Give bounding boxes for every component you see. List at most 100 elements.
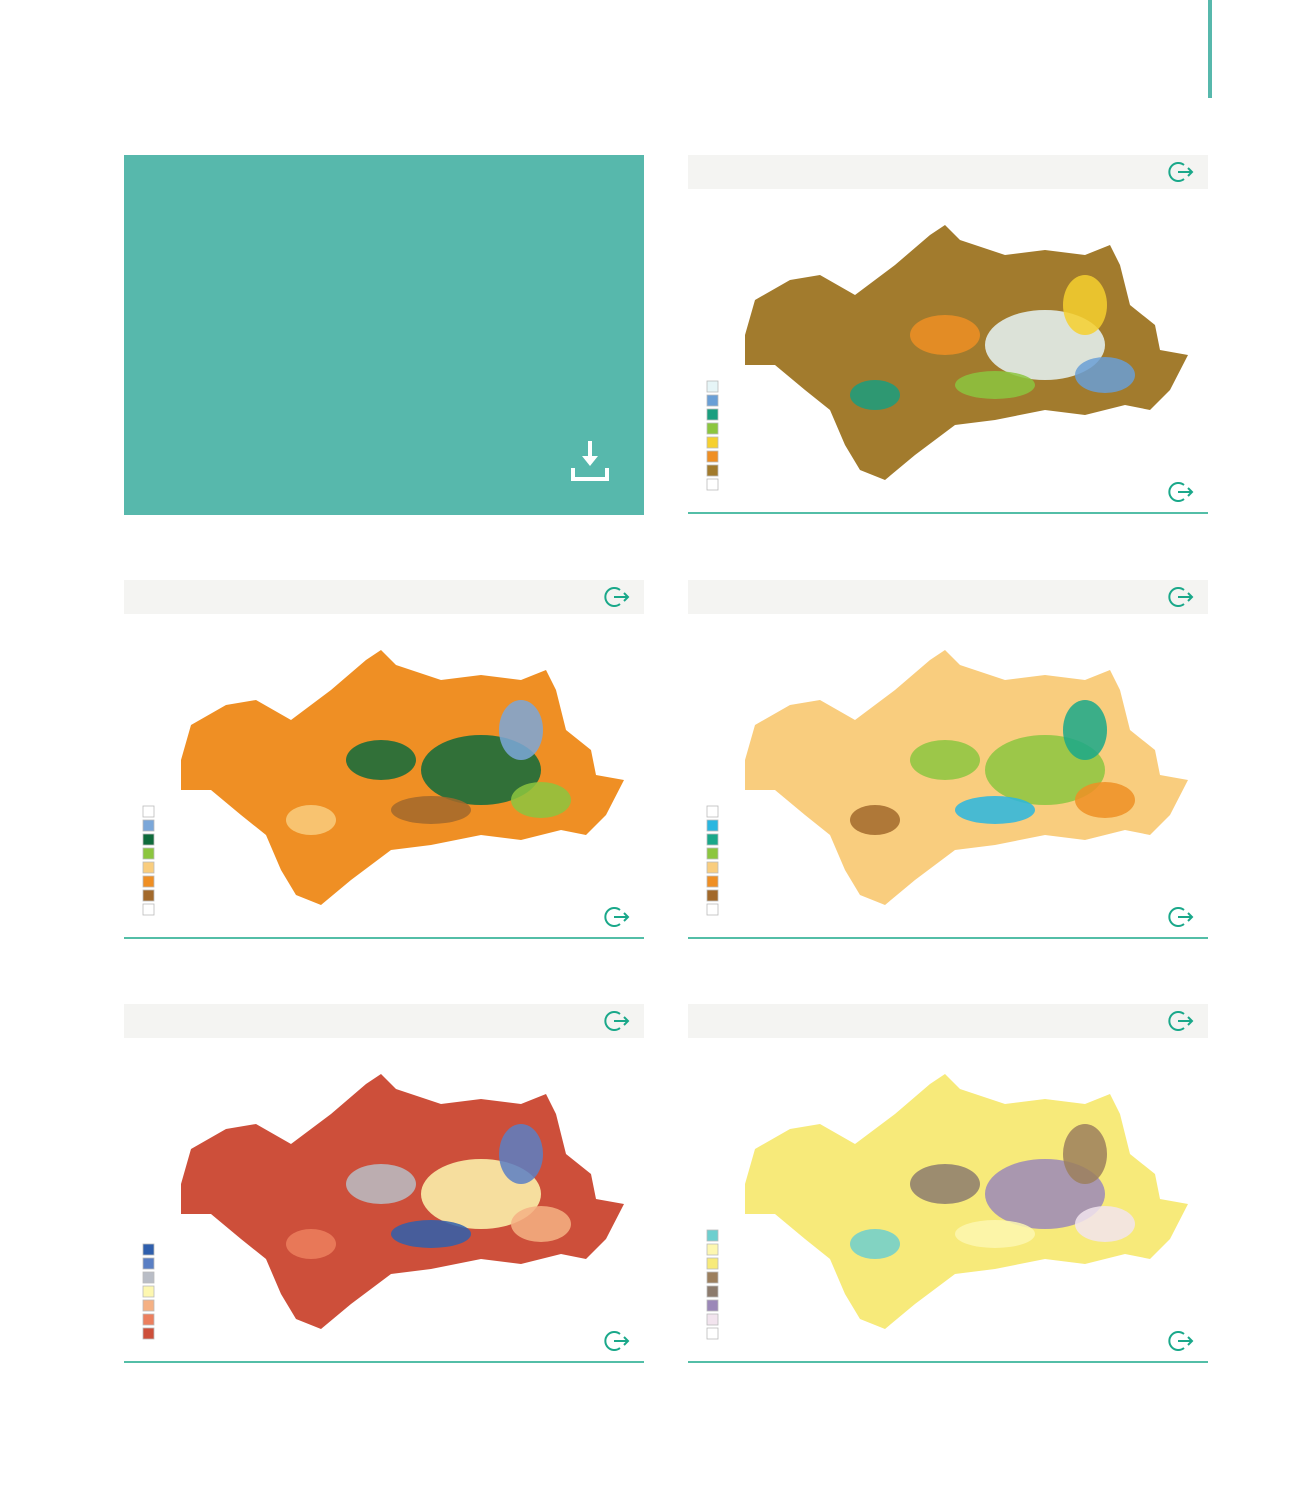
map-zone	[346, 740, 416, 780]
icon-arc	[604, 1331, 621, 1351]
legend-swatch	[142, 833, 155, 846]
map-zone	[910, 740, 980, 780]
legend-swatch	[142, 875, 155, 888]
legend-swatch	[706, 478, 719, 491]
map-panel	[688, 580, 1208, 939]
open-icon[interactable]	[1168, 1331, 1194, 1351]
map-zone	[499, 700, 543, 760]
icon-arc	[1168, 482, 1185, 502]
legend-swatch	[706, 903, 719, 916]
panel-header	[688, 1004, 1208, 1038]
map-zone	[346, 1164, 416, 1204]
icon-arrow-head	[1187, 912, 1194, 922]
legend-swatch	[706, 1243, 719, 1256]
icon-arc	[604, 907, 621, 927]
map-zone	[955, 1220, 1035, 1248]
legend-swatch	[706, 450, 719, 463]
open-icon[interactable]	[604, 587, 630, 607]
legend-swatch	[142, 805, 155, 818]
region-shape	[745, 650, 1188, 905]
legend-swatch	[142, 819, 155, 832]
icon-arc	[604, 587, 621, 607]
icon-arc	[604, 1011, 621, 1031]
icon-arrow-head	[623, 1016, 630, 1026]
map-zone	[910, 315, 980, 355]
legend-swatch	[706, 1229, 719, 1242]
legend-swatch	[706, 380, 719, 393]
legend-swatch	[706, 1327, 719, 1340]
open-icon[interactable]	[1168, 1011, 1194, 1031]
map-panel	[124, 1004, 644, 1363]
legend-swatch	[706, 1285, 719, 1298]
legend-swatch	[706, 833, 719, 846]
legend-swatch	[142, 1285, 155, 1298]
map-zone	[511, 1206, 571, 1242]
legend-swatch	[706, 422, 719, 435]
icon-arrow-head	[623, 592, 630, 602]
region-shape	[181, 1074, 624, 1329]
icon-arc	[1168, 907, 1185, 927]
legend-swatch	[142, 861, 155, 874]
intro-box	[124, 155, 644, 515]
legend-swatch	[706, 1313, 719, 1326]
open-icon[interactable]	[604, 1011, 630, 1031]
legend-swatch	[142, 1271, 155, 1284]
legend-swatch	[706, 408, 719, 421]
icon-arrow-head	[623, 912, 630, 922]
map-panel	[688, 155, 1208, 514]
open-icon[interactable]	[604, 907, 630, 927]
map-panel	[124, 580, 644, 939]
map-zone	[286, 805, 336, 835]
map-zone	[955, 796, 1035, 824]
legend-swatch	[142, 1299, 155, 1312]
legend-swatch	[706, 819, 719, 832]
map-zone	[1075, 782, 1135, 818]
region-map	[181, 1074, 624, 1329]
legend-swatch	[706, 394, 719, 407]
icon-arrow-head	[1187, 487, 1194, 497]
legend-swatch	[142, 1257, 155, 1270]
open-icon[interactable]	[1168, 162, 1194, 182]
legend-swatch	[706, 1271, 719, 1284]
region-map	[181, 650, 624, 905]
region-shape	[181, 650, 624, 905]
map-zone	[286, 1229, 336, 1259]
icon-arrow-head	[1187, 592, 1194, 602]
map-zone	[910, 1164, 980, 1204]
icon-arrow-head	[1187, 167, 1194, 177]
map-zone	[1063, 275, 1107, 335]
icon-arc	[1168, 1331, 1185, 1351]
open-icon[interactable]	[604, 1331, 630, 1351]
panel-header	[688, 155, 1208, 189]
panel-header	[124, 1004, 644, 1038]
panel-header	[124, 580, 644, 614]
open-icon[interactable]	[1168, 907, 1194, 927]
legend-swatch	[706, 436, 719, 449]
legend-swatch	[142, 903, 155, 916]
map-panel	[688, 1004, 1208, 1363]
legend-swatch	[706, 889, 719, 902]
legend-swatch	[706, 875, 719, 888]
side-bar	[1208, 0, 1212, 98]
open-icon[interactable]	[1168, 482, 1194, 502]
icon-arc	[1168, 1011, 1185, 1031]
open-icon[interactable]	[1168, 587, 1194, 607]
map-zone	[1063, 1124, 1107, 1184]
map-zone	[850, 1229, 900, 1259]
icon-arrow-head	[1187, 1016, 1194, 1026]
icon-arc	[1168, 587, 1185, 607]
region-map	[745, 1074, 1188, 1329]
legend-swatch	[142, 1243, 155, 1256]
legend-swatch	[706, 1299, 719, 1312]
map-zone	[955, 371, 1035, 399]
region-shape	[745, 1074, 1188, 1329]
map-zone	[1075, 1206, 1135, 1242]
legend-swatch	[142, 889, 155, 902]
legend-swatch	[706, 861, 719, 874]
download-icon[interactable]	[571, 441, 609, 481]
map-zone	[391, 1220, 471, 1248]
map-zone	[1075, 357, 1135, 393]
legend-swatch	[706, 464, 719, 477]
map-zone	[1063, 700, 1107, 760]
